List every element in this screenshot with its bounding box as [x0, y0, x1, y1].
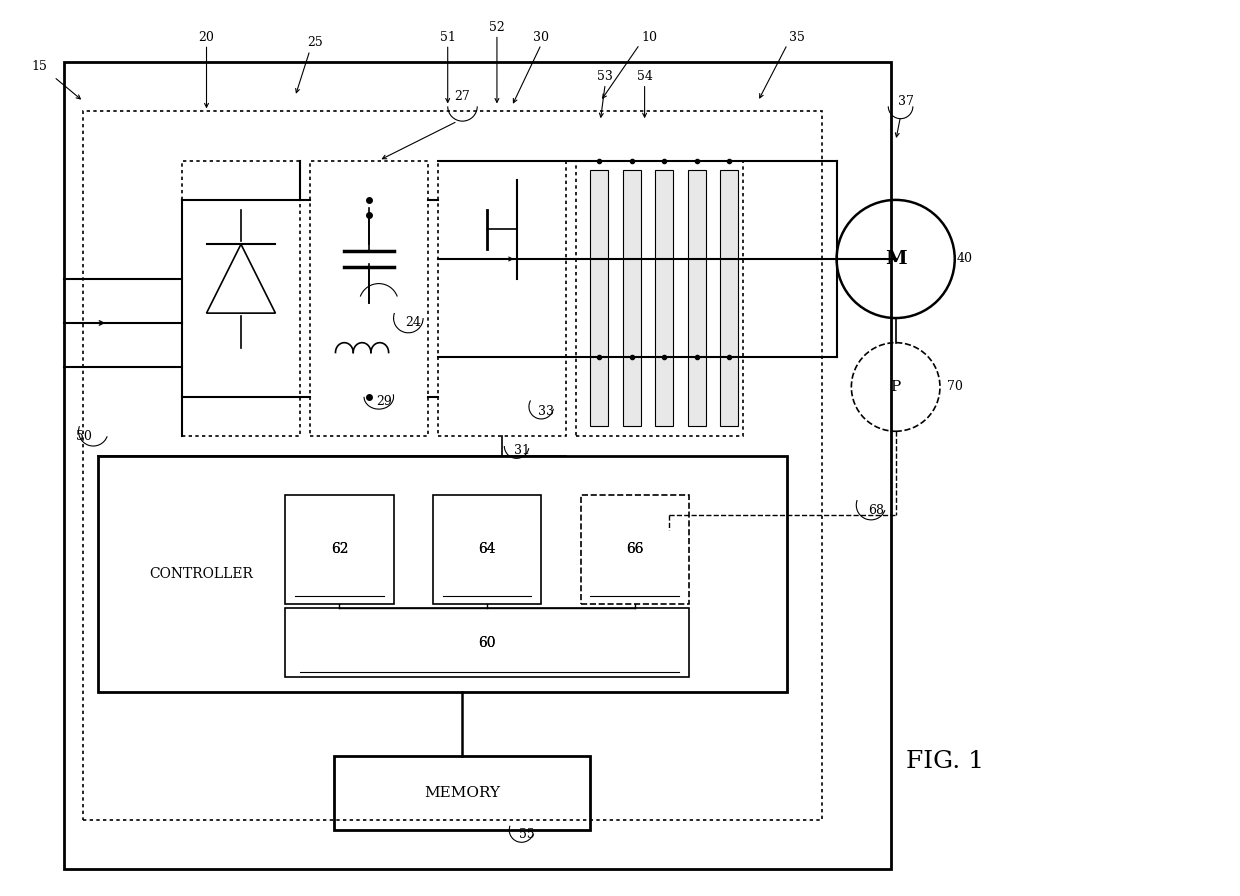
Bar: [285, 608, 689, 677]
Text: 62: 62: [331, 542, 348, 556]
Text: 52: 52: [489, 22, 505, 34]
Bar: [720, 170, 738, 426]
Bar: [438, 160, 565, 436]
Bar: [622, 170, 641, 426]
Text: 10: 10: [641, 31, 657, 44]
Text: 33: 33: [538, 405, 554, 418]
Bar: [285, 495, 393, 604]
Text: 20: 20: [198, 31, 215, 44]
Text: 29: 29: [376, 395, 392, 409]
Text: 66: 66: [626, 542, 644, 556]
Text: 15: 15: [31, 61, 47, 73]
Text: 66: 66: [626, 542, 644, 556]
Bar: [575, 160, 743, 436]
Text: 60: 60: [479, 636, 496, 650]
Text: 25: 25: [308, 36, 322, 49]
Bar: [433, 495, 541, 604]
Bar: [335, 756, 590, 830]
Text: 40: 40: [956, 253, 972, 265]
Text: CONTROLLER: CONTROLLER: [150, 567, 253, 581]
Text: 51: 51: [440, 31, 455, 44]
Bar: [656, 170, 673, 426]
Text: 27: 27: [455, 90, 470, 103]
Text: 31: 31: [513, 444, 529, 458]
Text: 53: 53: [598, 71, 613, 83]
Text: 35: 35: [790, 31, 805, 44]
Text: P: P: [890, 380, 900, 394]
Bar: [310, 160, 428, 436]
Bar: [83, 111, 822, 820]
Text: 64: 64: [479, 542, 496, 556]
Text: 55: 55: [518, 829, 534, 841]
Text: 50: 50: [76, 430, 92, 443]
Bar: [688, 170, 706, 426]
Text: 70: 70: [947, 381, 962, 393]
Bar: [63, 62, 890, 869]
Bar: [590, 170, 608, 426]
Text: 62: 62: [331, 542, 348, 556]
Text: MEMORY: MEMORY: [424, 786, 501, 800]
Text: 60: 60: [479, 636, 496, 650]
Text: 24: 24: [405, 316, 422, 330]
Bar: [182, 160, 300, 436]
Text: 68: 68: [868, 504, 884, 516]
Text: 54: 54: [636, 71, 652, 83]
Text: M: M: [885, 250, 906, 268]
Text: 37: 37: [898, 95, 914, 108]
Text: 64: 64: [479, 542, 496, 556]
Bar: [98, 456, 787, 692]
Bar: [580, 495, 689, 604]
Text: FIG. 1: FIG. 1: [906, 750, 983, 772]
Text: 30: 30: [533, 31, 549, 44]
